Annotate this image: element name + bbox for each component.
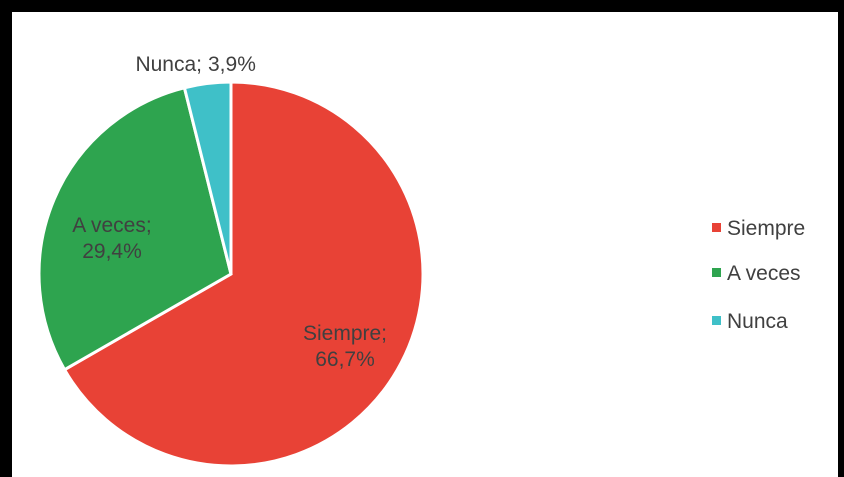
pie-slice-nunca	[182, 80, 233, 275]
label-siempre-value: 66,7%	[315, 348, 375, 371]
legend-label-nunca: Nunca	[727, 310, 788, 333]
label-nunca-value: 3,9%	[208, 53, 256, 76]
label-nunca-name: Nunca;	[135, 53, 202, 76]
legend-swatch-siempre	[712, 223, 721, 232]
legend-label-aveces: A veces	[727, 262, 801, 285]
legend: Siempre A veces Nunca	[712, 217, 805, 333]
legend-label-siempre: Siempre	[727, 217, 805, 240]
label-aveces-name: A veces;	[72, 214, 151, 237]
label-siempre-name: Siempre;	[303, 322, 387, 345]
pie-slices	[37, 80, 425, 468]
label-aveces-value: 29,4%	[82, 240, 142, 263]
pie-slice-siempre	[62, 80, 425, 468]
pie-slice-aveces	[37, 85, 233, 372]
legend-swatch-aveces	[712, 268, 721, 277]
legend-swatch-nunca	[712, 316, 721, 325]
